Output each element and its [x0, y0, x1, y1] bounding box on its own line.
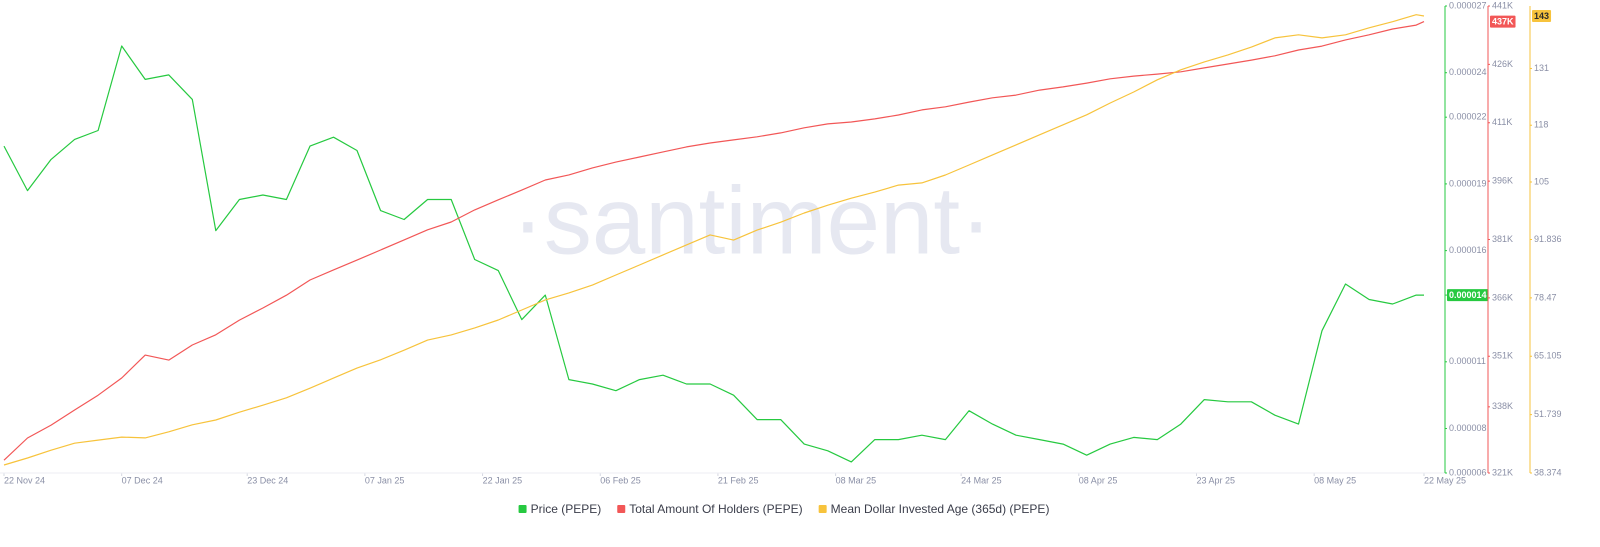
x-tick-label: 24 Mar 25	[961, 475, 1002, 485]
last-value-badge: 437K	[1490, 15, 1516, 28]
y-tick-label: 0.000011	[1449, 356, 1486, 366]
y-tick-label: 118	[1534, 120, 1548, 130]
x-tick-label: 22 May 25	[1424, 475, 1466, 485]
y-tick-label: 0.000027	[1449, 0, 1487, 10]
watermark: ·santiment·	[512, 167, 992, 274]
series-line	[3, 14, 1425, 466]
y-tick-label: 78.47	[1534, 292, 1557, 302]
x-tick-label: 07 Jan 25	[365, 475, 405, 485]
x-tick-label: 22 Nov 24	[4, 475, 45, 485]
badge-bg	[1447, 289, 1489, 302]
y-tick-label: 65.105	[1534, 351, 1562, 361]
legend-label: Price (PEPE)	[531, 502, 602, 516]
y-tick-label: 366K	[1492, 292, 1513, 302]
x-tick-label: 08 May 25	[1314, 475, 1356, 485]
y-tick-label: 91.836	[1534, 234, 1562, 244]
y-tick-label: 441K	[1492, 0, 1513, 10]
last-value-badge: 143	[1532, 10, 1552, 23]
x-tick-label: 06 Feb 25	[600, 475, 641, 485]
y-tick-label: 105	[1534, 176, 1549, 186]
badge-label: 437K	[1492, 16, 1514, 26]
y-tick-label: 396K	[1492, 176, 1513, 186]
x-tick-label: 23 Dec 24	[247, 475, 288, 485]
x-tick-label: 21 Feb 25	[718, 475, 759, 485]
x-tick-label: 08 Apr 25	[1079, 475, 1118, 485]
y-tick-label: 0.000006	[1449, 467, 1487, 477]
y-tick-label: 351K	[1492, 351, 1513, 361]
legend-swatch	[818, 505, 827, 513]
legend-label: Total Amount Of Holders (PEPE)	[629, 502, 802, 516]
badge-bg	[1532, 10, 1552, 23]
x-tick-label: 22 Jan 25	[483, 475, 523, 485]
badge-label: 0.000014	[1449, 290, 1487, 300]
legend: Price (PEPE) Total Amount Of Holders (PEP…	[518, 502, 1050, 516]
y-tick-label: 0.000022	[1449, 112, 1487, 122]
series-line	[3, 21, 1425, 461]
y-tick-label: 51.739	[1534, 409, 1562, 419]
x-tick-label: 08 Mar 25	[836, 475, 877, 485]
y-tick-label: 381K	[1492, 234, 1513, 244]
x-tick-label: 07 Dec 24	[122, 475, 163, 485]
series-line	[3, 45, 1424, 463]
y-tick-label: 0.000016	[1449, 245, 1487, 255]
y-tick-label: 0.000019	[1449, 178, 1487, 188]
legend-label: Mean Dollar Invested Age (365d) (PEPE)	[831, 502, 1050, 516]
y-tick-label: 0.000024	[1449, 67, 1487, 77]
y-tick-label: 38.374	[1534, 467, 1562, 477]
badge-bg	[1490, 15, 1516, 28]
y-tick-label: 321K	[1492, 467, 1513, 477]
legend-swatch	[617, 505, 626, 513]
y-tick-label: 411K	[1492, 117, 1512, 127]
badge-label: 143	[1534, 11, 1549, 21]
y-tick-label: 338K	[1492, 401, 1513, 411]
y-tick-label: 426K	[1492, 59, 1513, 69]
y-tick-label: 0.000008	[1449, 423, 1487, 433]
y-tick-label: 131	[1534, 63, 1549, 73]
legend-swatch	[518, 505, 527, 513]
last-value-badge: 0.000014	[1447, 289, 1489, 302]
x-tick-label: 23 Apr 25	[1196, 475, 1235, 485]
